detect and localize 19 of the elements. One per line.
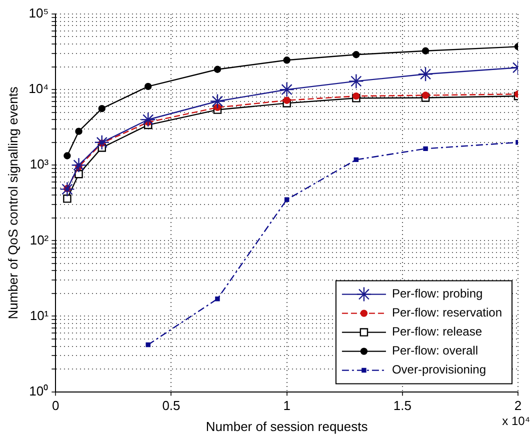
y-tick-label: 10¹: [30, 308, 50, 323]
legend-label: Per-flow: release: [392, 324, 482, 339]
y-tick-label: 10³: [30, 156, 50, 172]
legend-label: Over-provisioning: [392, 362, 486, 377]
text: x 10⁴: [502, 414, 530, 428]
x-tick-label: 2: [514, 398, 522, 414]
x-tick-label: 0: [52, 398, 60, 414]
x-tick-label: 1.5: [393, 398, 412, 414]
y-tick-label: 10⁴: [28, 81, 49, 96]
legend-label: Per-flow: overall: [392, 344, 478, 358]
y-tick-label: 10⁰: [29, 383, 49, 398]
x-tick-label: 0.5: [162, 398, 180, 414]
legend-label: Per-flow: probing: [392, 286, 483, 301]
legend-label: Per-flow: reservation: [392, 306, 502, 320]
x-tick-label: 1: [283, 398, 290, 414]
y-tick-label: 10²: [30, 232, 50, 248]
x-axis-title: Number of session requests: [206, 418, 368, 434]
y-axis-title: Number of QoS control signalling events: [5, 86, 20, 320]
y-tick-label: 10⁵: [28, 6, 49, 21]
